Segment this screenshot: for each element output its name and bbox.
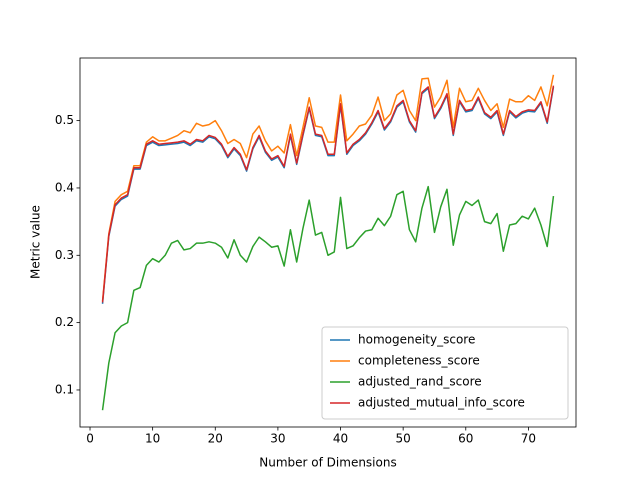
y-tick-label: 0.2 <box>55 315 74 329</box>
y-tick-label: 0.5 <box>55 113 74 127</box>
x-tick-label: 20 <box>208 432 223 446</box>
x-tick-label: 10 <box>145 432 160 446</box>
y-tick-label: 0.3 <box>55 248 74 262</box>
legend-box <box>321 326 569 420</box>
legend-label: adjusted_mutual_info_score <box>358 396 525 410</box>
series-line <box>101 74 555 302</box>
x-tick-label: 70 <box>521 432 536 446</box>
x-tick-label: 50 <box>396 432 411 446</box>
x-tick-label: 40 <box>333 432 348 446</box>
series-line <box>101 85 555 303</box>
legend-label: completeness_score <box>358 354 480 368</box>
plot-frame <box>79 57 577 428</box>
y-tick-label: 0.1 <box>55 382 74 396</box>
x-tick-label: 0 <box>86 432 94 446</box>
x-tick-label: 60 <box>458 432 473 446</box>
y-tick-label: 0.4 <box>55 180 74 194</box>
x-axis-label: Number of Dimensions <box>259 456 396 470</box>
y-axis-label: Metric value <box>29 205 43 279</box>
series-line <box>101 185 555 411</box>
legend-label: adjusted_rand_score <box>358 375 482 389</box>
legend-label: homogeneity_score <box>358 333 475 347</box>
x-tick-label: 30 <box>270 432 285 446</box>
